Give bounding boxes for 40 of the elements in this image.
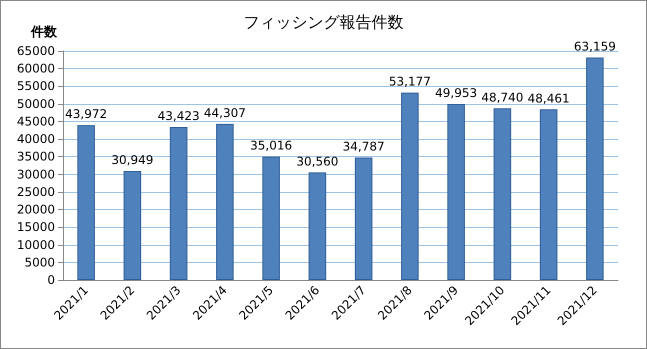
data-label: 48,740 xyxy=(481,90,524,104)
bar xyxy=(540,109,558,280)
y-tick-label: 50000 xyxy=(16,96,55,111)
y-tick-label: 65000 xyxy=(16,44,55,58)
bar xyxy=(586,57,604,280)
data-label: 53,177 xyxy=(388,74,431,89)
bar xyxy=(216,124,234,280)
y-tick-label: 55000 xyxy=(16,79,55,94)
bar xyxy=(447,104,465,280)
y-tick-label: 5000 xyxy=(24,255,55,270)
chart-title: フィッシング報告件数 xyxy=(244,12,404,32)
y-tick-label: 20000 xyxy=(16,202,55,217)
data-label: 43,423 xyxy=(158,109,200,124)
data-label: 49,953 xyxy=(435,86,478,100)
data-label: 34,787 xyxy=(342,139,385,154)
y-tick-label: 25000 xyxy=(16,184,55,199)
y-tick-label: 30000 xyxy=(16,167,55,182)
y-axis-title: 件数 xyxy=(30,25,58,40)
y-tick-label: 0 xyxy=(47,273,55,287)
bar xyxy=(494,108,512,280)
y-tick-label: 45000 xyxy=(16,114,55,128)
bar xyxy=(170,127,188,280)
data-label: 35,016 xyxy=(250,138,292,153)
data-label: 30,949 xyxy=(111,152,154,167)
y-tick-label: 40000 xyxy=(16,132,55,146)
y-tick-label: 60000 xyxy=(16,62,55,76)
bar xyxy=(401,92,419,280)
data-label: 63,159 xyxy=(574,39,616,54)
y-tick-label: 15000 xyxy=(16,220,55,234)
bar xyxy=(262,156,280,280)
y-tick-label: 10000 xyxy=(16,238,55,252)
data-label: 44,307 xyxy=(204,106,246,120)
data-label: 43,972 xyxy=(65,107,108,122)
data-label: 30,560 xyxy=(296,154,338,168)
data-label: 48,461 xyxy=(528,91,570,106)
bar xyxy=(124,170,142,280)
bar xyxy=(308,172,326,280)
bar xyxy=(77,125,95,280)
y-tick-label: 35000 xyxy=(16,150,55,164)
bar xyxy=(354,157,372,280)
